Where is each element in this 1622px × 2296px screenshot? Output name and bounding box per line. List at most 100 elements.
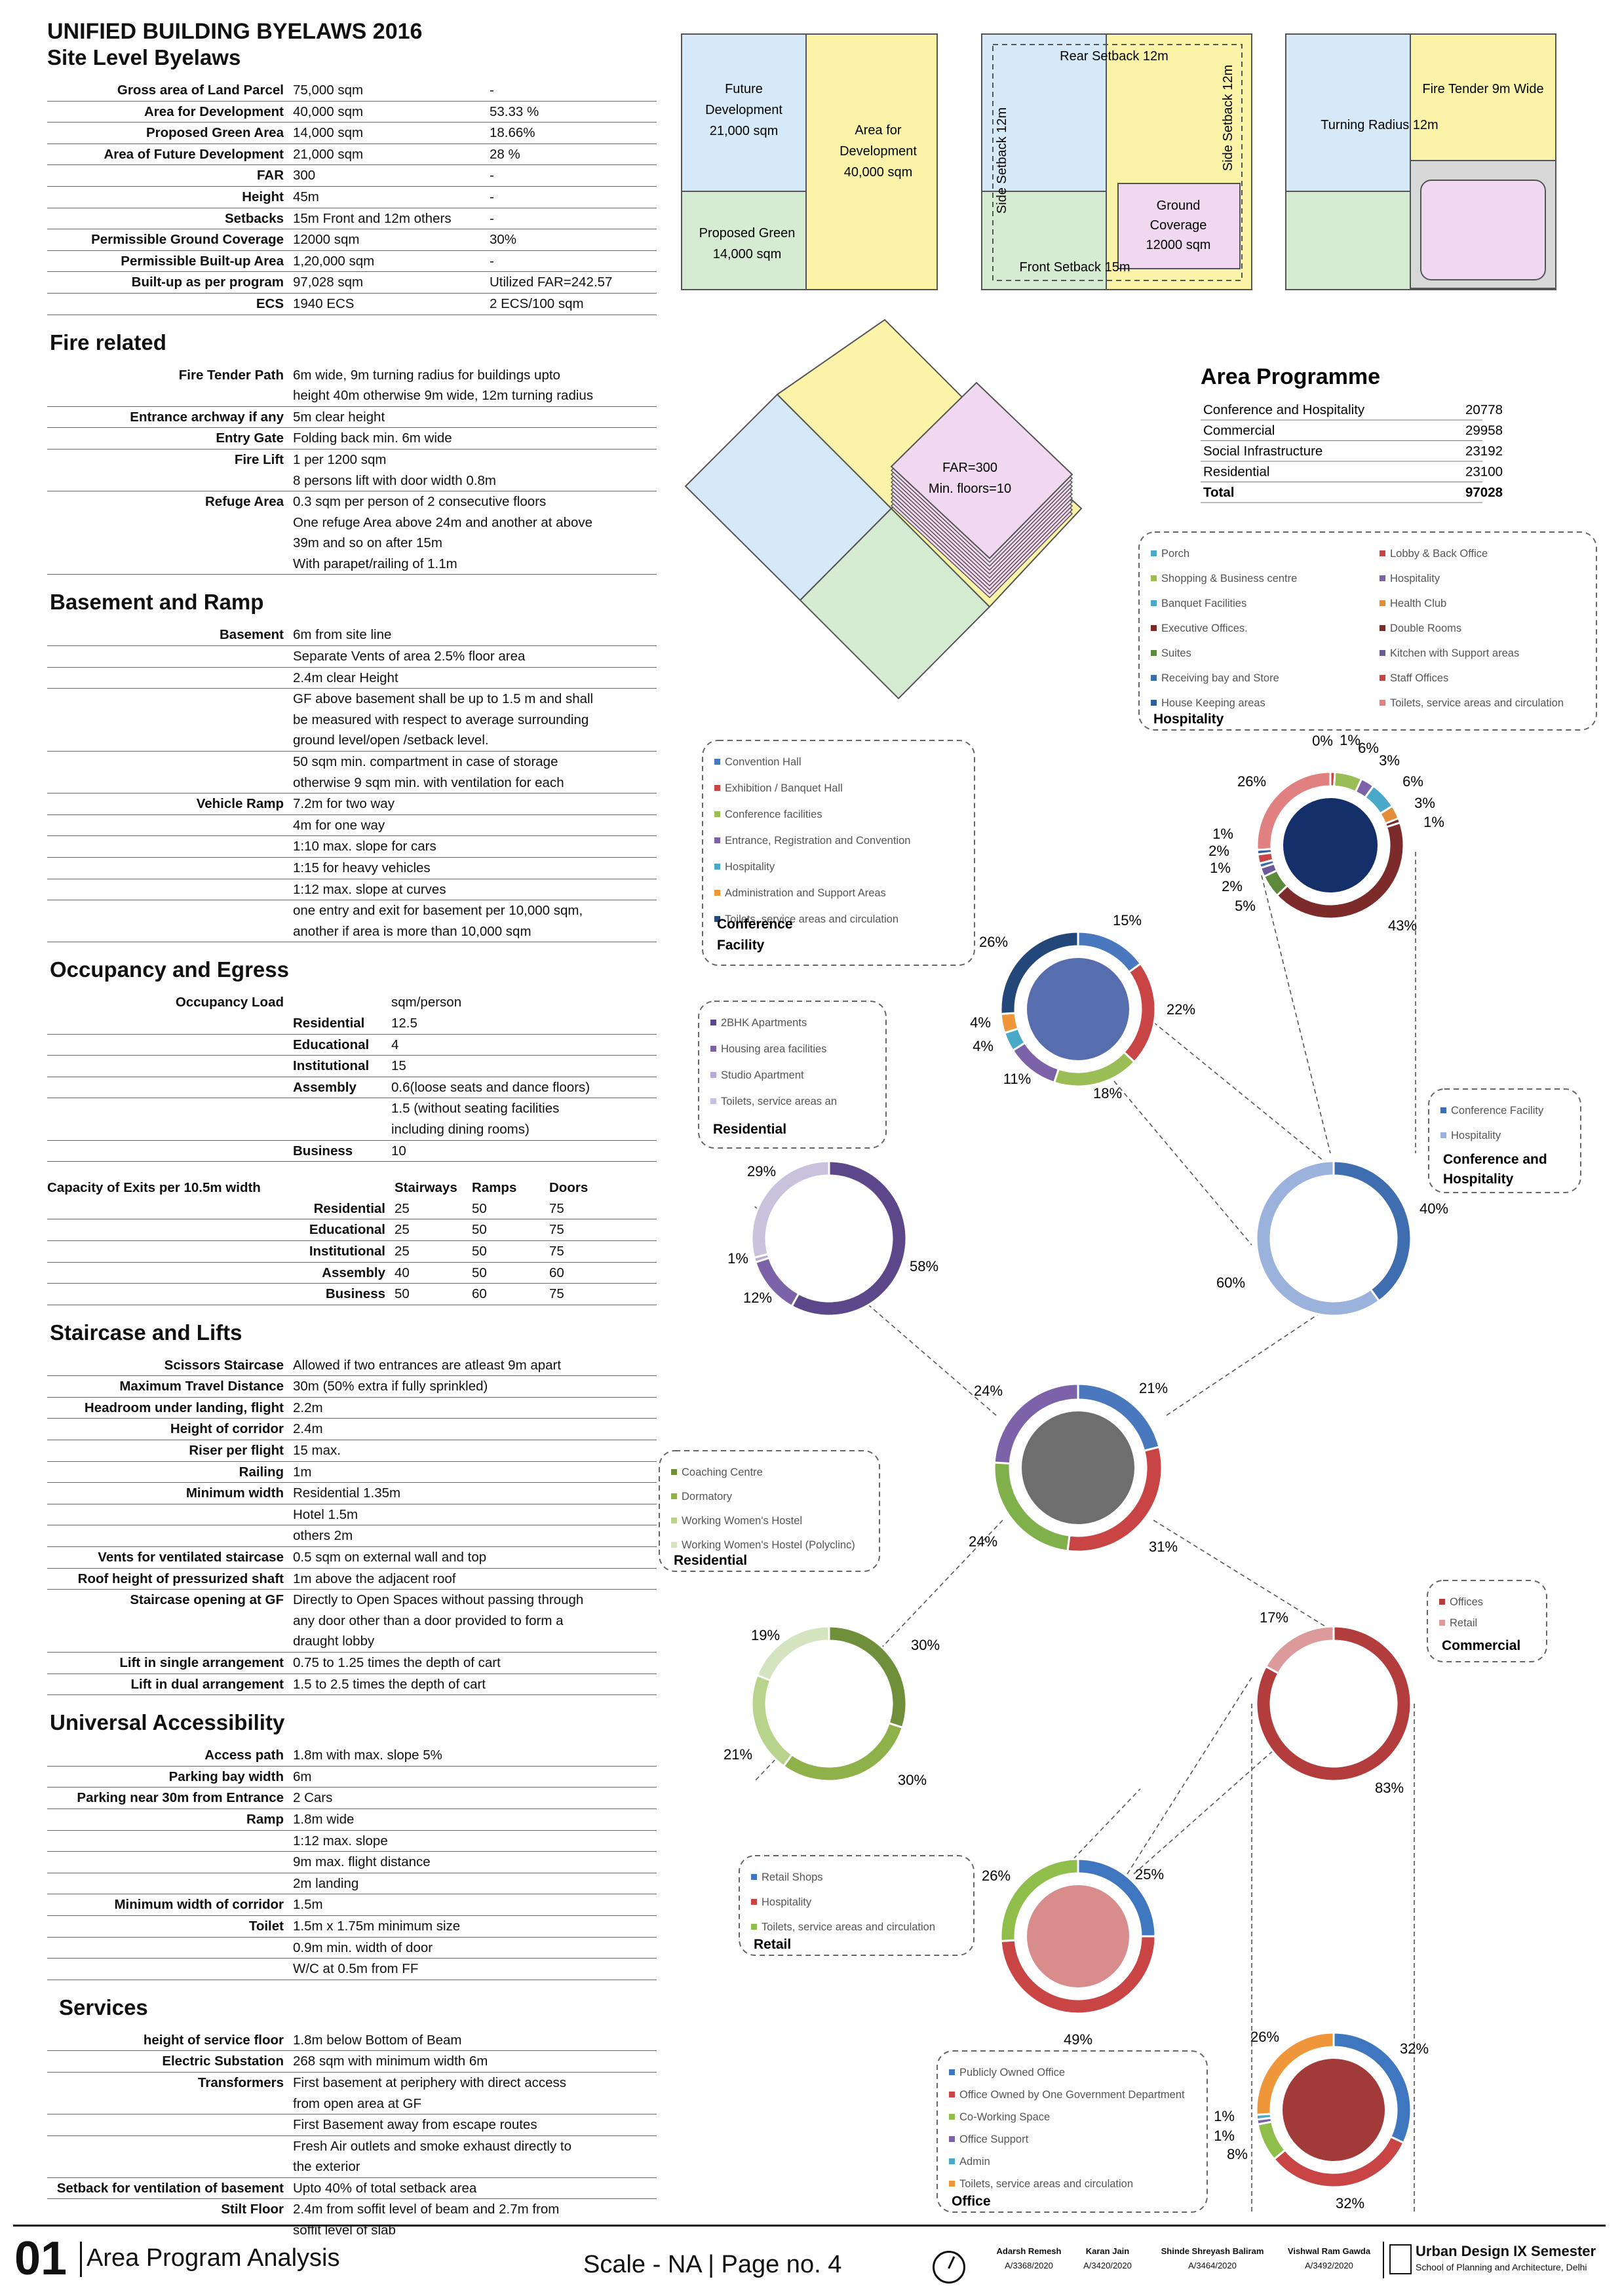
legend-swatch (671, 1542, 677, 1548)
row-key: Scissors Staircase (164, 1357, 284, 1373)
row-doors: 75 (549, 1286, 564, 1302)
table-row: ground level/open /setback level. (47, 730, 657, 752)
legend-swatch (949, 2092, 955, 2097)
scale-page: Scale - NA | Page no. 4 (583, 2251, 842, 2278)
data-label: 18% (1093, 1085, 1122, 1101)
table-row: Setback for ventilation of basement Upto … (47, 2178, 657, 2200)
institute-name: School of Planning and Architecture, Del… (1416, 2262, 1587, 2272)
row-key: Lift in single arrangement (119, 1655, 284, 1670)
data-label: 2% (1222, 878, 1243, 894)
legend-label: Hospitality (1451, 1130, 1501, 1141)
legend-swatch (714, 811, 720, 817)
row-key: Educational (309, 1222, 385, 1238)
connector (1153, 1520, 1334, 1632)
data-label: 1% (1214, 2128, 1235, 2144)
row-key: Proposed Green Area (145, 125, 284, 141)
author-4: Vishwal Ram Gawda A/3492/2020 (1287, 2246, 1371, 2270)
row-key: Residential (313, 1200, 385, 1216)
legend-commercial: Offices Retail Commercial (1427, 1580, 1547, 1662)
data-label: 83% (1375, 1780, 1404, 1796)
legend-label: Dormatory (682, 1491, 733, 1502)
legend-label: Studio Apartment (721, 1069, 804, 1081)
site-level-title: Site Level Byelaws (47, 45, 241, 69)
legend-title: Hospitality (1153, 712, 1224, 727)
occupancy-load-label: Occupancy Load (175, 995, 284, 1010)
row-key: Fire Tender Path (178, 367, 284, 383)
row-key: Assembly (322, 1265, 385, 1280)
capacity-col-ramps: Ramps (472, 1180, 517, 1196)
legend-frame (937, 2050, 1208, 2213)
future-label-2: Development (705, 103, 782, 117)
row-key: Area of Future Development (104, 146, 284, 162)
row-space: Institutional (293, 1058, 370, 1074)
legend-label: Publicly Owned Office (959, 2067, 1065, 2078)
row-key: Setbacks (224, 210, 284, 226)
row-value: 1 per 1200 sqm (293, 451, 387, 467)
legend-title: Conference (717, 917, 793, 932)
row-value: Hotel 1.5m (293, 1506, 358, 1522)
table-row: Staircase opening at GF Directly to Open … (47, 1590, 657, 1611)
table-row: 2m landing (47, 1873, 657, 1895)
legend-frame (1428, 1088, 1581, 1193)
legend-swatch (1151, 625, 1157, 631)
row-value: 268 sqm with minimum width 6m (293, 2054, 488, 2069)
row-value: 4 (391, 1037, 399, 1052)
row-key: Railing (239, 1464, 284, 1480)
table-row: Fresh Air outlets and smoke exhaust dire… (47, 2136, 657, 2157)
row-value: 1.5 (without seating facilities (391, 1101, 560, 1117)
row-key: Basement (220, 627, 284, 643)
row-value: 2.4m (293, 1421, 323, 1437)
row-key: Vents for ventilated staircase (98, 1550, 284, 1565)
row-value: 2.4m clear Height (293, 670, 398, 685)
table-row: Gross area of Land Parcel 75,000 sqm - (47, 80, 657, 102)
institute-logo-icon (1389, 2244, 1412, 2274)
row-value: otherwise 9 sqm min. with ventilation fo… (293, 775, 564, 790)
legend-label: Conference facilities (725, 809, 822, 820)
data-label: 17% (1260, 1609, 1288, 1626)
donut-segment (1256, 771, 1332, 851)
legend-label: Admin (959, 2156, 990, 2168)
dev-area: 40,000 sqm (844, 165, 913, 180)
table-row: Vents for ventilated staircase 0.5 sqm on… (47, 1547, 657, 1569)
table-row: ECS 1940 ECS 2 ECS/100 sqm (47, 294, 657, 315)
legend-swatch (671, 1469, 677, 1475)
legend-frame (698, 1001, 887, 1149)
row-value: 1,20,000 sqm (293, 253, 375, 269)
donut-commercial: 83% 17% (1255, 1609, 1412, 1796)
row-value: including dining rooms) (391, 1121, 530, 1137)
data-label: 21% (724, 1746, 752, 1763)
row-value: 0.6(loose seats and dance floors) (391, 1079, 590, 1095)
fire-table: Fire Tender Path 6m wide, 9m turning radi… (47, 365, 657, 575)
table-row: 1:12 max. slope at curves (47, 879, 657, 901)
row-key: Setback for ventilation of basement (56, 2180, 284, 2196)
staircase-title: Staircase and Lifts (50, 1320, 242, 1345)
row-key: ECS (256, 296, 284, 311)
data-label: 22% (1167, 1001, 1195, 1018)
row-value: 8 persons lift with door width 0.8m (293, 472, 496, 488)
row-ramps: 50 (472, 1222, 487, 1238)
legend-swatch (1380, 575, 1385, 581)
row-stairways: 25 (395, 1243, 410, 1259)
area-programme-value: 23192 (1465, 444, 1503, 459)
gc-area: 12000 sqm (1146, 238, 1211, 252)
table-row: 39m and so on after 15m (47, 533, 657, 554)
table-row: Setbacks 15m Front and 12m others - (47, 208, 657, 230)
data-label: 26% (982, 1867, 1011, 1884)
row-value: 1.8m wide (293, 1811, 355, 1827)
data-label: 3% (1414, 795, 1435, 811)
table-row: Height 45m - (47, 187, 657, 208)
data-label: 1% (1340, 732, 1361, 748)
data-label: 43% (1388, 917, 1417, 934)
site-plan-setbacks: Rear Setback 12m Side Setback 12m Side S… (981, 33, 1252, 290)
legend-swatch (1151, 550, 1157, 556)
table-row: Minimum width Residential 1.35m (47, 1483, 657, 1504)
area-programme-value: 23100 (1465, 465, 1503, 480)
legend-swatch (949, 2181, 955, 2187)
staircase-table: Scissors Staircase Allowed if two entranc… (47, 1355, 657, 1696)
table-row: Residential 12.5 (47, 1013, 657, 1035)
row-value: one entry and exit for basement per 10,0… (293, 903, 583, 919)
legend-swatch (949, 2136, 955, 2142)
legend-swatch (671, 1518, 677, 1523)
row-stairways: 25 (395, 1200, 410, 1216)
legend-label: Kitchen with Support areas (1390, 647, 1519, 659)
